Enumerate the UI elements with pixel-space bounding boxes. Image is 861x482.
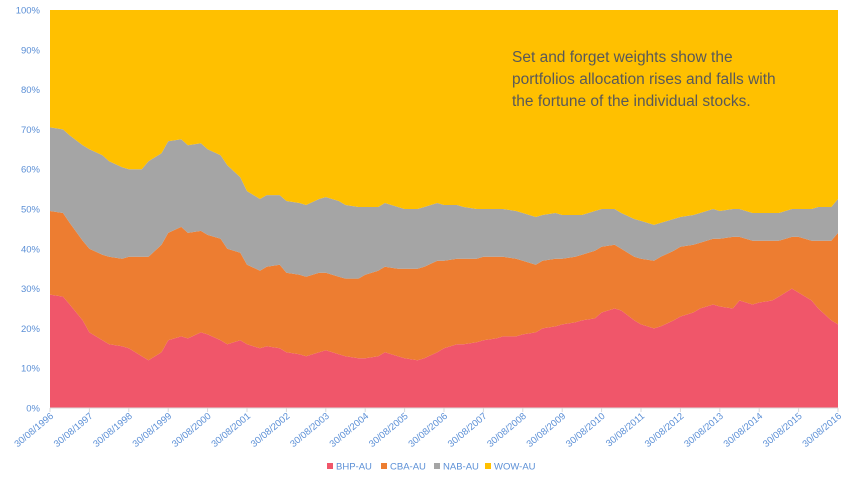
x-tick-label: 30/08/2009 [525,411,568,450]
x-axis-ticks: 30/08/199630/08/199730/08/199830/08/1999… [12,408,844,450]
y-tick-label: 50% [21,205,41,216]
legend-swatch-wow-au [485,463,491,469]
x-tick-label: 30/08/2004 [328,411,371,450]
x-tick-label: 30/08/2006 [406,411,449,450]
x-tick-label: 30/08/2003 [288,411,331,450]
x-tick-label: 30/08/1996 [12,411,55,450]
legend-swatch-bhp-au [327,463,333,469]
x-tick-label: 30/08/2008 [485,411,528,450]
area-cba-au [50,211,838,361]
x-tick-label: 30/08/2014 [722,411,765,450]
x-tick-label: 30/08/2012 [643,411,686,450]
area-wow-au [50,10,838,225]
legend-label-wow-au: WOW-AU [494,462,536,473]
legend-label-cba-au: CBA-AU [390,462,426,473]
area-series-group [50,10,838,408]
legend: BHP-AU CBA-AU NAB-AU WOW-AU [327,462,536,473]
y-tick-label: 40% [21,244,41,255]
y-tick-label: 30% [21,284,41,295]
x-tick-label: 30/08/2001 [209,411,252,450]
x-tick-label: 30/08/2010 [564,411,607,450]
x-tick-label: 30/08/1999 [131,411,174,450]
y-tick-label: 80% [21,85,41,96]
y-tick-label: 100% [16,6,41,17]
legend-swatch-cba-au [381,463,387,469]
y-tick-label: 20% [21,324,41,335]
y-tick-label: 10% [21,364,41,375]
x-tick-label: 30/08/1997 [52,411,95,450]
y-tick-label: 60% [21,165,41,176]
legend-swatch-nab-au [434,463,440,469]
y-axis-ticks: 0% 10% 20% 30% 40% 50% 60% 70% 80% 90% 100% [16,6,41,415]
annotation-line-2: portfolios allocation rises and falls wi… [512,71,776,88]
y-tick-label: 90% [21,45,41,56]
chart-annotation: Set and forget weights show the portfoli… [512,49,776,110]
y-tick-label: 70% [21,125,41,136]
x-tick-label: 30/08/2016 [800,411,843,450]
x-tick-label: 30/08/2013 [682,411,725,450]
annotation-line-1: Set and forget weights show the [512,49,733,66]
y-tick-label: 0% [26,404,40,415]
legend-label-bhp-au: BHP-AU [336,462,372,473]
x-tick-label: 30/08/1998 [91,411,134,450]
legend-label-nab-au: NAB-AU [443,462,479,473]
x-tick-label: 30/08/2011 [604,411,647,450]
x-tick-label: 30/08/2007 [446,411,489,450]
x-tick-label: 30/08/2002 [249,411,292,450]
x-tick-label: 30/08/2015 [761,411,804,450]
area-nab-au [50,127,838,279]
annotation-line-3: the fortune of the individual stocks. [512,93,751,110]
x-tick-label: 30/08/2005 [367,411,410,450]
x-tick-label: 30/08/2000 [170,411,213,450]
